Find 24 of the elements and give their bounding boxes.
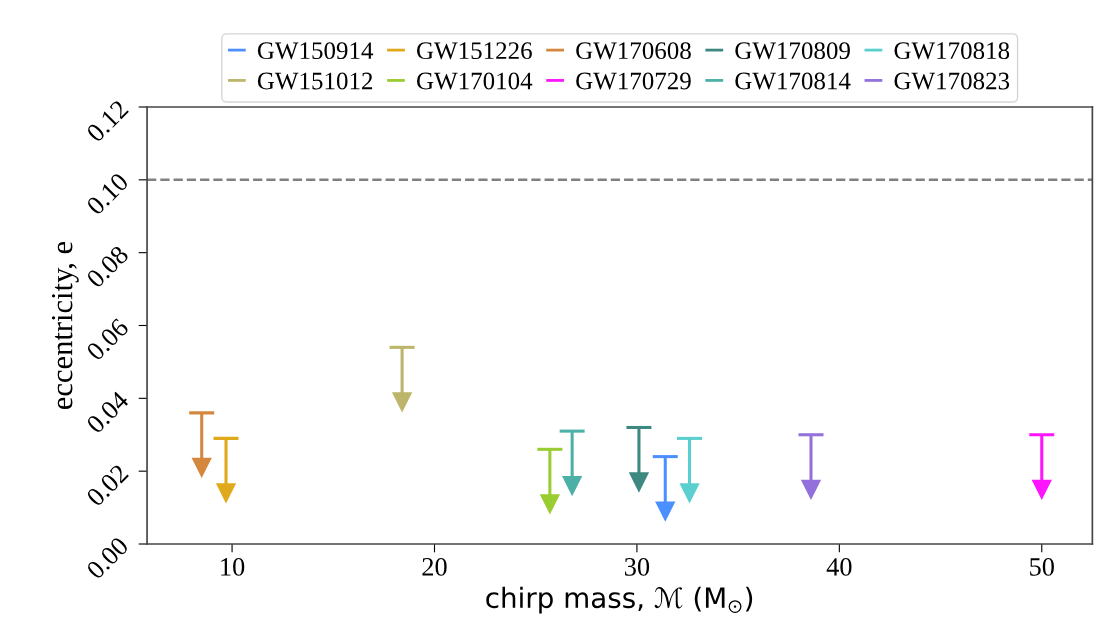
y-tick-label: 0.06: [85, 317, 130, 362]
legend-label: GW170729: [576, 72, 691, 90]
legend-label: GW151012: [257, 72, 373, 90]
y-tick-label: 0.02: [85, 463, 130, 508]
legend-label: GW150914: [257, 42, 374, 60]
x-tick-label: 50: [1030, 557, 1054, 576]
legend-label: GW170823: [894, 72, 1010, 90]
y-tick-label: 0.10: [85, 171, 130, 216]
legend-label: GW151226: [417, 42, 532, 60]
legend-label: GW170608: [576, 42, 691, 60]
legend-label: GW170104: [417, 72, 533, 90]
y-axis-title: eccentricity, e: [51, 241, 79, 409]
y-tick-label: 0.04: [85, 390, 130, 435]
legend-label: GW170814: [735, 72, 851, 90]
legend-label: GW170809: [735, 42, 850, 60]
x-tick-label: 40: [826, 557, 852, 576]
y-tick-label: 0.08: [85, 244, 130, 289]
y-tick-label: 0.00: [85, 536, 130, 581]
x-tick-label: 30: [624, 557, 650, 576]
x-axis-title: chirp mass, ℳ (M$_{⊙}$): [486, 586, 753, 614]
x-tick-label: 10: [221, 557, 245, 576]
y-tick-label: 0.12: [85, 99, 130, 143]
legend-label: GW170818: [894, 42, 1010, 60]
x-tick-label: 20: [422, 557, 447, 576]
